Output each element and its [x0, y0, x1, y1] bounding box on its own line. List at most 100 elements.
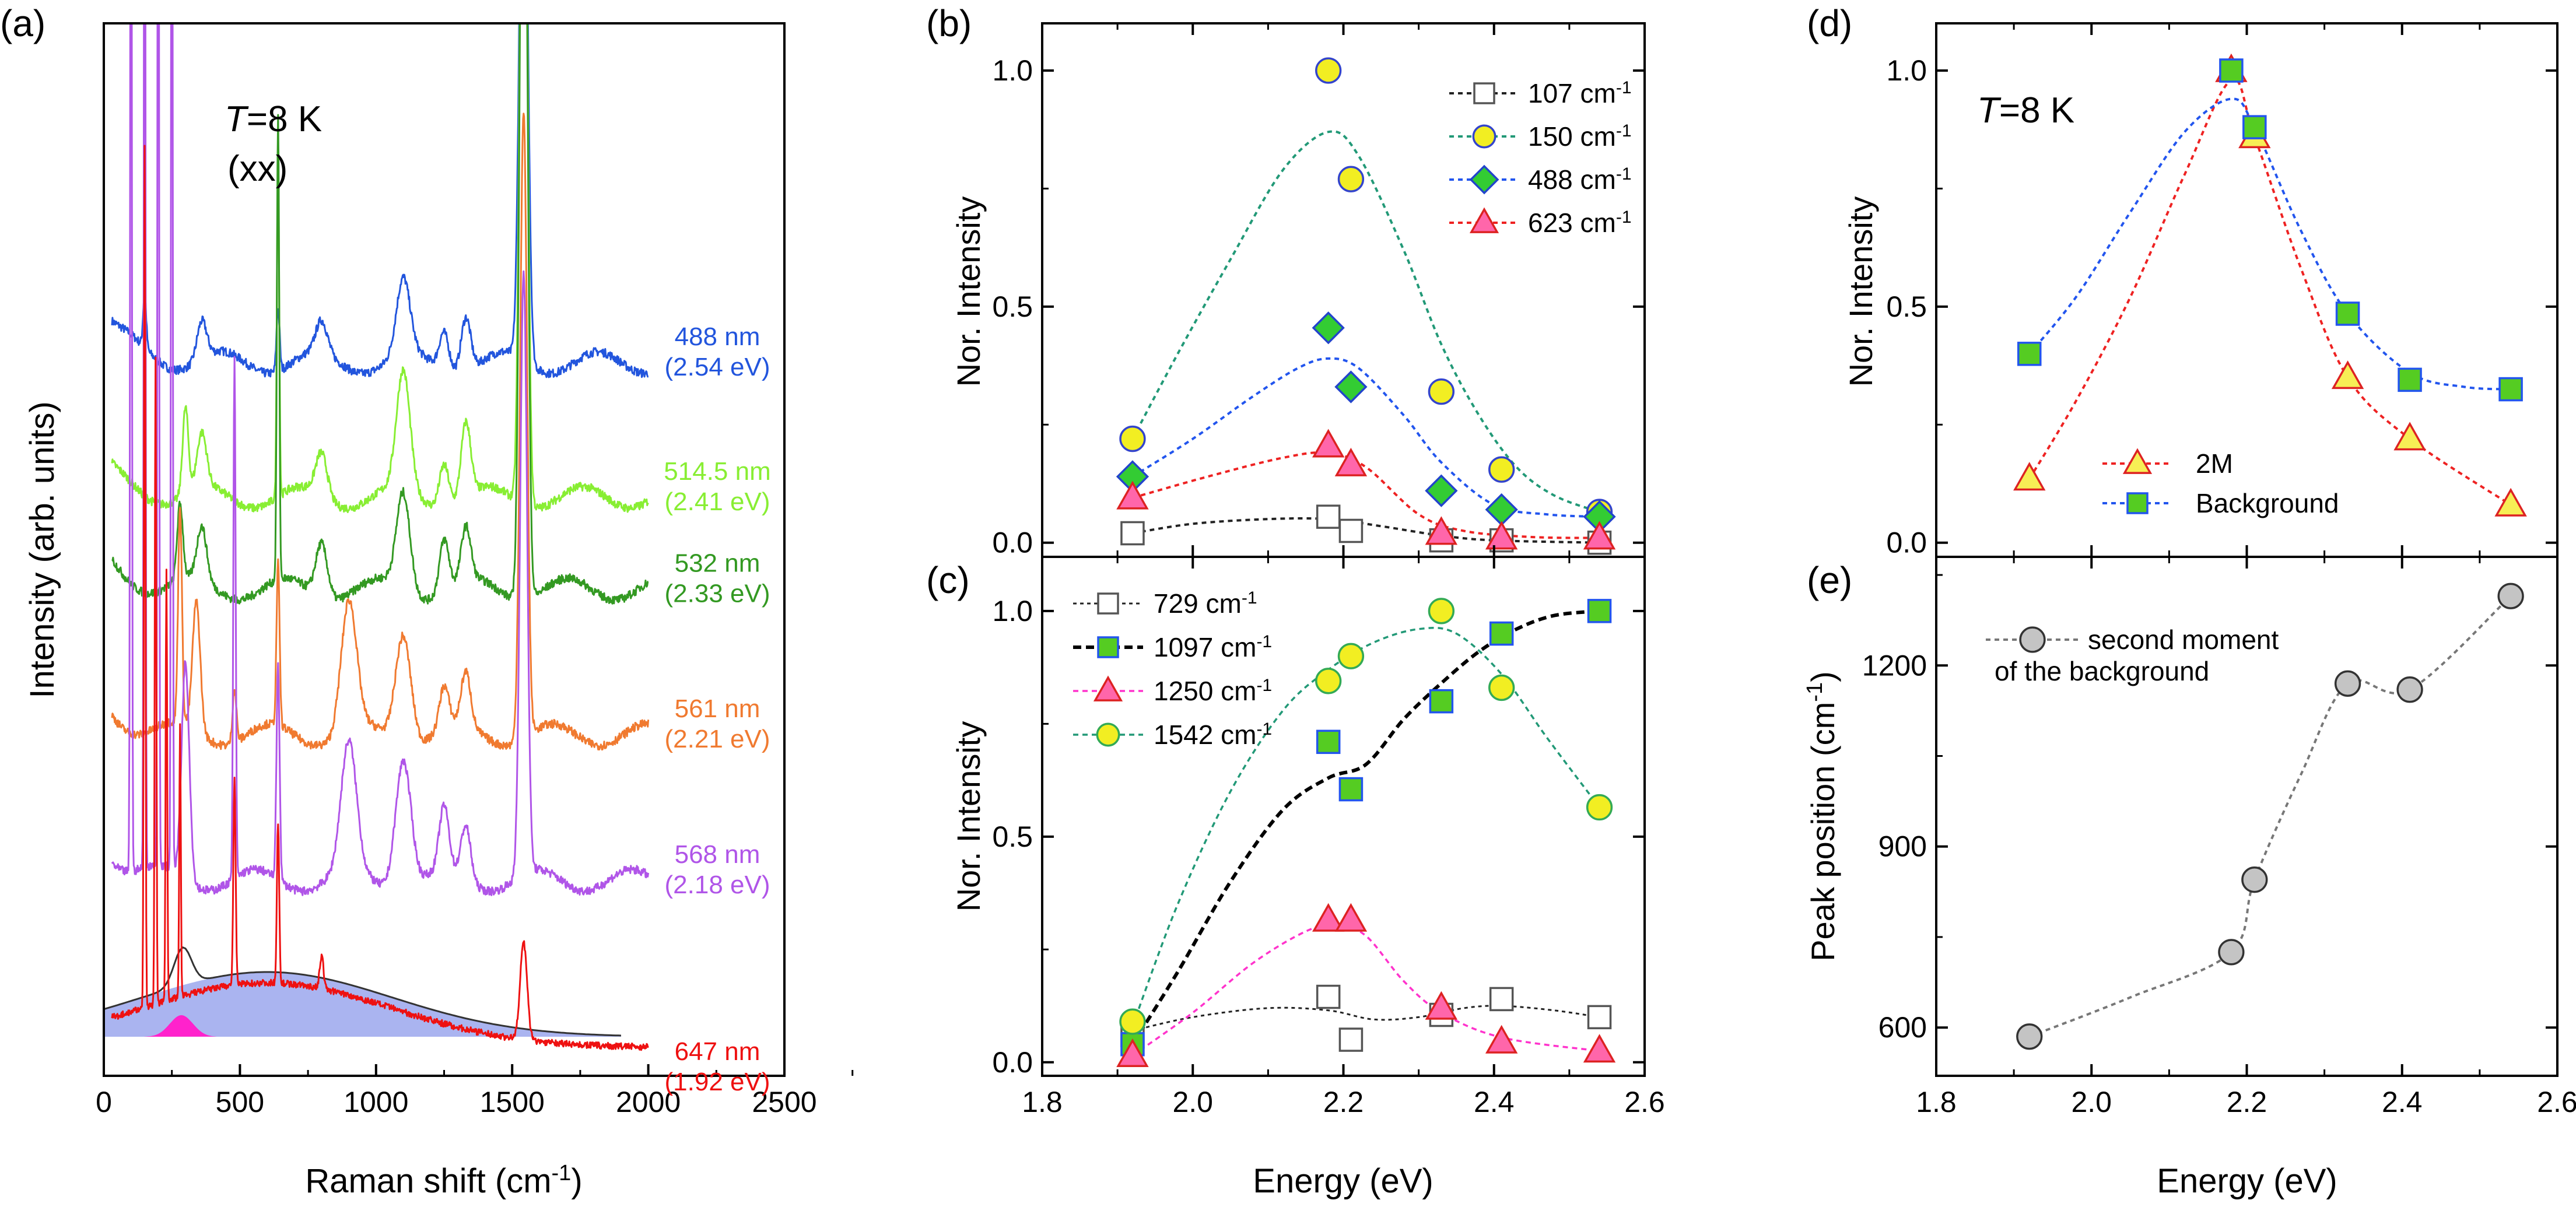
- legend-label: 623 cm-1: [1528, 208, 1632, 238]
- marker-150-cm: [1119, 425, 1146, 452]
- spectrum-line-568-nm: [111, 23, 650, 896]
- x-tick-label: 1.8: [1022, 1086, 1063, 1118]
- marker-1542-cm: [1488, 674, 1515, 701]
- marker-2M: [2494, 487, 2527, 517]
- marker-150-cm: [1315, 57, 1342, 84]
- marker-second-moment: [2396, 676, 2423, 703]
- marker-1250-cm: [1485, 1024, 1518, 1054]
- y-tick-label: 0.5: [992, 290, 1033, 323]
- y-tick-label: 0.5: [1886, 290, 1927, 323]
- panel-d-plot-area: [2013, 53, 2527, 517]
- panel-label-b: (b): [926, 2, 972, 44]
- legend-label: Background: [2196, 488, 2339, 518]
- spectrum-line-647-nm: [111, 145, 649, 1051]
- fit-envelope-line: [104, 946, 621, 1037]
- panel-a-y-label: Intensity (arb. units): [23, 401, 61, 698]
- marker-729-cm: [1489, 987, 1514, 1012]
- marker-Background: [2017, 342, 2042, 366]
- background-fill: [104, 972, 621, 1037]
- y-tick-label: 1.0: [992, 54, 1033, 87]
- panel-a-x-ticks: 0 500 1000 1500 2000 2500: [96, 1064, 854, 1118]
- y-tick-label: 1.0: [1886, 54, 1927, 87]
- panel-c-plot-area: [1116, 598, 1616, 1067]
- wavelength-label: 647 nm: [675, 1037, 760, 1066]
- panel-d-temperature: T=8 K: [1977, 90, 2074, 131]
- panel-b-normalized-intensity: 0.0 0.5 1.0 Nor. Intensity 107 cm-1 150 cm-…: [950, 22, 1646, 559]
- x-tick-label: 2.6: [1624, 1086, 1665, 1118]
- marker-second-moment: [2218, 939, 2245, 966]
- marker-623-cm: [1485, 521, 1518, 550]
- spectrum-line-532-nm: [111, 23, 649, 605]
- x-tick-label: 1500: [480, 1086, 545, 1118]
- legend-label: second moment: [2088, 624, 2279, 655]
- marker-1250-cm: [1583, 1034, 1616, 1063]
- marker-150-cm: [1488, 456, 1515, 483]
- x-tick-label: 2.0: [2071, 1086, 2112, 1118]
- marker-150-cm: [1337, 166, 1365, 192]
- panel-a-raman-spectra: 0 500 1000 1500 2000 2500 Raman shift (cm-1) …: [23, 22, 854, 1200]
- y-tick-label: 900: [1878, 830, 1927, 863]
- marker-1542-cm: [1119, 1008, 1146, 1035]
- legend-label: 1542 cm-1: [1154, 720, 1272, 750]
- fit-line-729-cm: [1132, 1005, 1600, 1032]
- marker-2M: [2393, 422, 2426, 451]
- marker-second-moment: [2334, 670, 2361, 697]
- wavelength-label: 532 nm: [675, 549, 760, 577]
- legend-label: 150 cm-1: [1528, 121, 1632, 152]
- legend-label: 488 cm-1: [1528, 164, 1632, 195]
- magenta-peak-fill: [145, 1015, 219, 1037]
- marker-729-cm: [1338, 1027, 1364, 1052]
- panel-label-d: (d): [1807, 2, 1852, 44]
- marker-Background: [2335, 301, 2360, 326]
- y-tick-label: 1200: [1862, 649, 1927, 682]
- panel-c-x-ticks: 1.8 2.0 2.2 2.4 2.6: [1022, 557, 1665, 1118]
- panel-a-wavelength-labels: 488 nm(2.54 eV)514.5 nm(2.41 eV)532 nm(2…: [664, 322, 770, 1096]
- panel-d-2m-background: 0.0 0.5 1.0 Nor. Intensity T=8 K 2M Backgro…: [1842, 22, 2559, 559]
- legend-label: 1097 cm-1: [1154, 632, 1272, 663]
- panel-e-peak-position: 600 900 1200 1.8 2.0 2.2 2.4 2.6 Energy (eV) P…: [1803, 556, 2576, 1200]
- marker-729-cm: [1587, 1005, 1612, 1030]
- marker-1250-cm: [1334, 903, 1368, 932]
- panel-a-x-label: Raman shift (cm-1): [305, 1161, 582, 1200]
- marker-Background: [2398, 367, 2422, 392]
- legend-marker: [1093, 675, 1123, 701]
- x-tick-label: 2.4: [1474, 1086, 1515, 1118]
- x-tick-label: 500: [216, 1086, 264, 1118]
- spectrum-line-488-nm: [111, 23, 649, 378]
- marker-Background: [2242, 115, 2267, 139]
- legend-label: of the background: [1995, 656, 2209, 686]
- x-tick-label: 2.2: [1323, 1086, 1364, 1118]
- legend-marker: [2019, 626, 2046, 653]
- marker-second-moment: [2016, 1023, 2043, 1050]
- wavelength-label: 514.5 nm: [664, 457, 770, 486]
- panel-b-y-ticks: 0.0 0.5 1.0: [992, 54, 1645, 559]
- marker-second-moment: [2241, 866, 2268, 893]
- y-tick-label: 0.0: [992, 1046, 1033, 1079]
- wavelength-label: 488 nm: [675, 322, 760, 351]
- panel-c-x-label: Energy (eV): [1253, 1162, 1433, 1200]
- marker-488-cm: [1312, 311, 1345, 345]
- y-tick-label: 0.0: [1886, 527, 1927, 559]
- legend-label: 107 cm-1: [1528, 78, 1632, 109]
- wavelength-label: 568 nm: [675, 840, 760, 869]
- x-tick-label: 2.6: [2537, 1086, 2576, 1118]
- marker-623-cm: [1334, 447, 1368, 476]
- marker-2M: [2013, 462, 2046, 491]
- x-tick-label: 1.8: [1916, 1086, 1957, 1118]
- marker-729-cm: [1316, 984, 1341, 1009]
- spectrum-line-561-nm: [111, 113, 650, 751]
- energy-label: (2.54 eV): [665, 353, 770, 381]
- panel-c-y-label: Nor. Intensity: [950, 721, 987, 912]
- marker-1250-cm: [1425, 991, 1458, 1020]
- x-tick-label: 2.2: [2227, 1086, 2267, 1118]
- legend-marker: [2122, 448, 2153, 474]
- panel-e-x-label: Energy (eV): [2157, 1162, 2337, 1200]
- marker-1097-cm: [1316, 729, 1341, 755]
- panel-e-y-label: Peak position (cm-1): [1803, 671, 1841, 962]
- panel-e-plot-area: [2016, 583, 2524, 1050]
- wavelength-label: 561 nm: [675, 694, 760, 723]
- panel-a-polarization: (xx): [227, 149, 288, 189]
- marker-1542-cm: [1337, 643, 1365, 669]
- marker-107-cm: [1120, 521, 1145, 546]
